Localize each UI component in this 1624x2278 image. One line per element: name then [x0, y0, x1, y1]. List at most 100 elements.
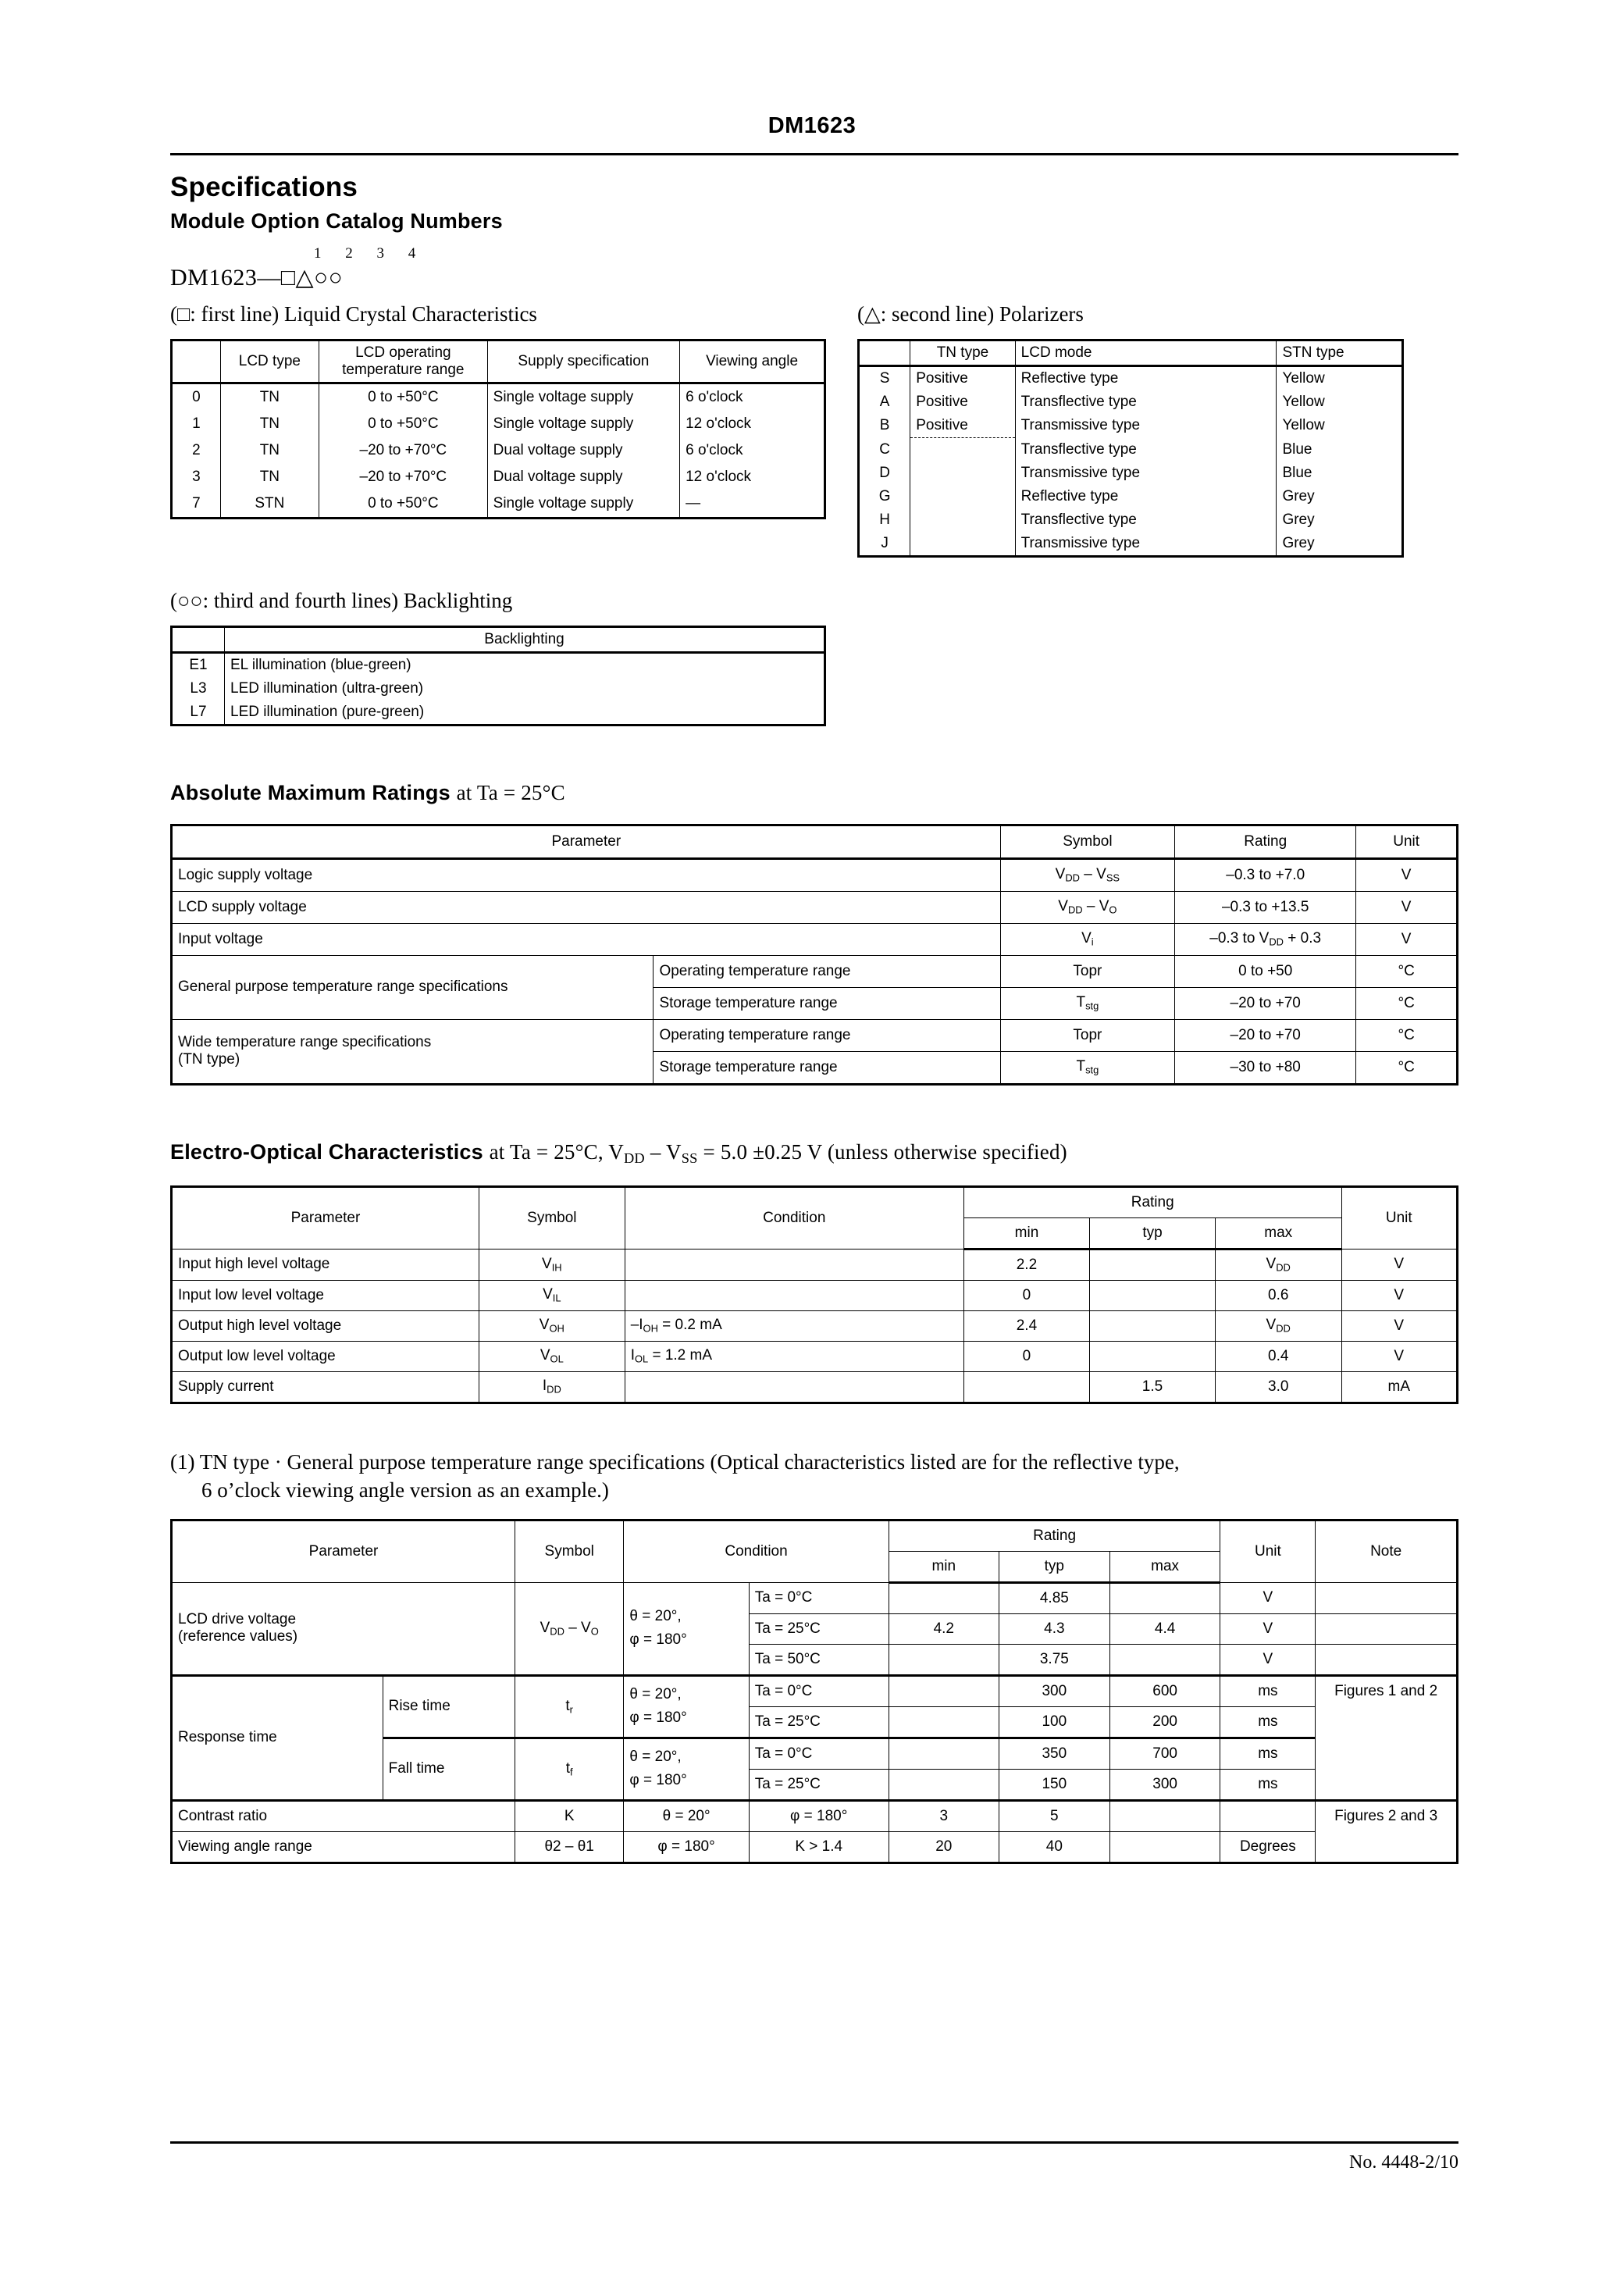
pol-col-code-header: [857, 340, 911, 367]
amr-rating: –20 to +70: [1174, 1018, 1357, 1052]
pol-col-mode-header: LCD mode: [1014, 340, 1277, 367]
tn-condition-temp: Ta = 50°C: [748, 1643, 889, 1676]
catalog-number-diagram: 1 2 3 4 DM1623—□△○○: [170, 246, 1458, 299]
table-row: Fall time tf θ = 20°, φ = 180° Ta = 0°C …: [172, 1736, 1458, 1801]
tn-typ: 100: [998, 1706, 1110, 1738]
tn-min: [888, 1736, 999, 1770]
bl-desc: LED illumination (ultra-green): [224, 676, 825, 701]
lcd-angle: 6 o'clock: [679, 383, 825, 411]
amr-title-condition: at Ta = 25°C: [456, 780, 565, 804]
tn-condition-theta: θ = 20°,: [629, 1608, 682, 1625]
eoc-col-symbol-header: Symbol: [478, 1185, 625, 1250]
backlighting-table: Backlighting E1 EL illumination (blue-gr…: [170, 625, 826, 726]
tn-parameter: Viewing angle range: [171, 1831, 515, 1863]
pol-code: C: [857, 437, 911, 462]
amr-symbol: VDD – VO: [999, 890, 1176, 924]
amr-unit: °C: [1355, 954, 1458, 988]
table-header-row: Parameter Symbol Condition Rating Unit: [171, 1185, 1458, 1250]
tn-min: 3: [888, 1799, 999, 1832]
tn-max: [1109, 1799, 1221, 1832]
pol-tn-type: Positive: [910, 365, 1016, 390]
table-header-row: Backlighting: [171, 626, 825, 654]
tn-typ: 150: [998, 1768, 1110, 1801]
eoc-min: 0: [963, 1340, 1091, 1372]
tn-condition-phi: φ = 180°: [629, 1709, 687, 1727]
tn-unit: V: [1220, 1613, 1316, 1645]
tn-max: 600: [1109, 1674, 1221, 1707]
tn-unit: ms: [1220, 1706, 1316, 1738]
table-row: Viewing angle range θ2 – θ1 φ = 180° K >…: [171, 1831, 1458, 1863]
eoc-symbol: VOL: [478, 1340, 625, 1372]
tn-note: Figures 2 and 3: [1315, 1799, 1458, 1863]
tn-col-min-header: min: [888, 1550, 999, 1584]
bl-code: L3: [171, 676, 225, 701]
amr-sub-parameter: Storage temperature range: [653, 1050, 1001, 1085]
tn-col-rating-header: Rating: [888, 1519, 1221, 1552]
tn-type-characteristics-table: Parameter Symbol Condition Rating Unit N…: [170, 1518, 1458, 1864]
amr-parameter-line1: Wide temperature range specifications: [178, 1034, 432, 1050]
pol-lcd-mode: Transmissive type: [1014, 531, 1277, 557]
lcd-supply: Single voltage supply: [486, 383, 681, 411]
tn-min: [888, 1674, 999, 1707]
table-row: D Transmissive type Blue: [857, 461, 1403, 485]
tn-symbol: VDD – VO: [514, 1581, 625, 1676]
header-rule: [170, 153, 1458, 155]
amr-sub-parameter: Operating temperature range: [653, 954, 1001, 988]
tn-max: [1109, 1643, 1221, 1676]
table-header-row: Parameter Symbol Condition Rating Unit N…: [171, 1519, 1458, 1583]
tn-col-max-header: max: [1109, 1550, 1221, 1584]
lcd-angle: 6 o'clock: [679, 437, 825, 464]
amr-rating: –0.3 to +7.0: [1174, 857, 1357, 892]
eoc-parameter: Input low level voltage: [171, 1279, 479, 1311]
eoc-max: VDD: [1214, 1248, 1342, 1281]
tn-min: [888, 1581, 999, 1614]
amr-rating: 0 to +50: [1174, 954, 1357, 988]
tn-min: 20: [888, 1831, 999, 1863]
tn-condition-angle: θ = 20°, φ = 180°: [623, 1736, 750, 1801]
tn-max: [1109, 1581, 1221, 1614]
pol-stn-type: Yellow: [1276, 390, 1403, 414]
amr-symbol: Topr: [999, 954, 1176, 988]
eoc-col-typ-header: typ: [1089, 1217, 1216, 1250]
eoc-condition: IOL = 1.2 mA: [624, 1340, 964, 1372]
tn-symbol: K: [514, 1799, 625, 1832]
pol-tn-type: [910, 508, 1016, 532]
lcd-temp-header-line2: temperature range: [342, 362, 465, 378]
amr-parameter: Input voltage: [171, 922, 1001, 956]
tn-condition-theta: θ = 20°,: [629, 1749, 682, 1766]
eoc-col-max-header: max: [1214, 1217, 1342, 1250]
tn-condition-phi: φ = 180°: [629, 1772, 687, 1789]
lcd-code: 3: [171, 464, 221, 490]
pol-code: D: [857, 461, 911, 485]
table-row: S Positive Reflective type Yellow: [857, 365, 1403, 390]
electro-optical-characteristics-table: Parameter Symbol Condition Rating Unit m…: [170, 1185, 1458, 1404]
lcd-col-angle-header: Viewing angle: [679, 340, 825, 384]
tn-symbol: tr: [514, 1674, 625, 1738]
lcd-supply: Dual voltage supply: [486, 464, 681, 490]
eoc-col-condition-header: Condition: [624, 1185, 964, 1250]
tn-parameter-line1: LCD drive voltage: [178, 1611, 297, 1628]
lcd-code: 7: [171, 490, 221, 519]
absolute-maximum-ratings-table: Parameter Symbol Rating Unit Logic suppl…: [170, 823, 1458, 1086]
tn-max: 4.4: [1109, 1613, 1221, 1645]
eoc-parameter: Output high level voltage: [171, 1310, 479, 1342]
tn-condition-temp: Ta = 0°C: [748, 1674, 889, 1707]
lcd-supply: Dual voltage supply: [486, 437, 681, 464]
table-header-row: LCD type LCD operating temperature range…: [171, 340, 825, 384]
amr-rating: –30 to +80: [1174, 1050, 1357, 1085]
tn-condition-temp: Ta = 25°C: [748, 1613, 889, 1645]
amr-col-rating-header: Rating: [1174, 824, 1357, 860]
eoc-parameter: Supply current: [171, 1371, 479, 1403]
tn-condition-phi: φ = 180°: [629, 1631, 687, 1649]
pol-stn-type: Blue: [1276, 437, 1403, 462]
tn-note: [1315, 1581, 1458, 1614]
tn-symbol: θ2 – θ1: [514, 1831, 625, 1863]
bl-code: E1: [171, 651, 225, 677]
option-tables-row: (□: first line) Liquid Crystal Character…: [170, 302, 1458, 558]
lcd-supply: Single voltage supply: [486, 411, 681, 437]
amr-title-bold: Absolute Maximum Ratings: [170, 780, 451, 804]
table-row: Supply current IDD 1.5 3.0 mA: [171, 1371, 1458, 1403]
catalog-glyphs: □△○○: [280, 265, 344, 291]
table-row: Ta = 25°C 150 300 ms: [172, 1768, 1458, 1801]
